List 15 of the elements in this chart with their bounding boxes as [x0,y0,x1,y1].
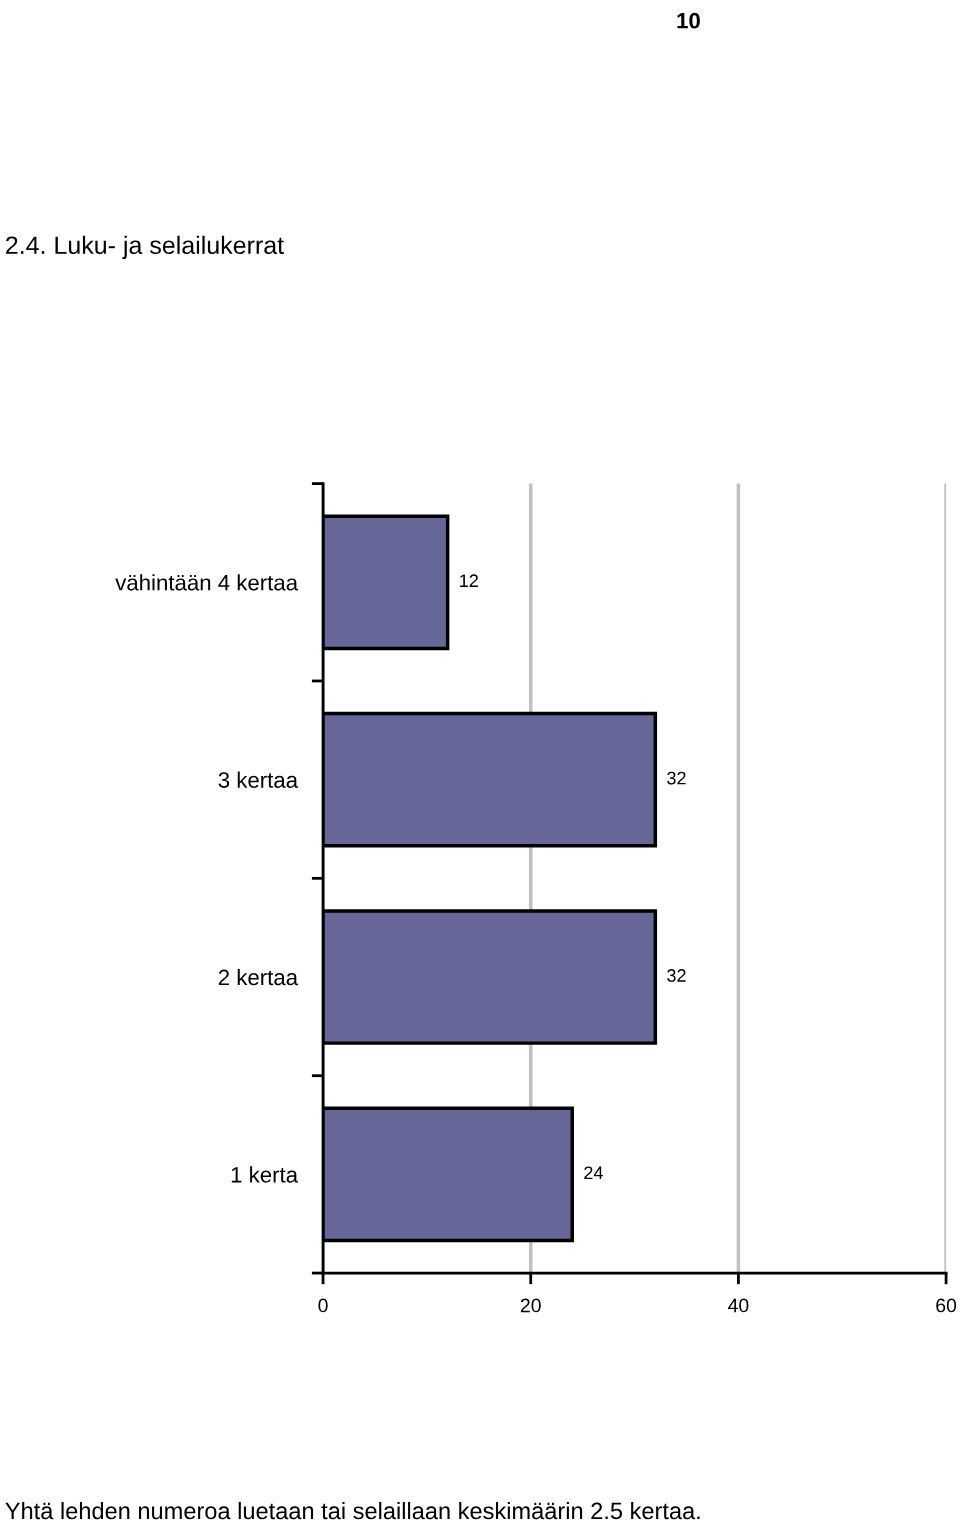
y-tick-label: 1 kerta [231,1166,299,1183]
data-label: 12 [460,574,478,587]
data-label: 32 [667,969,686,982]
x-tick-label: 20 [520,1298,541,1313]
text: 10 [677,12,700,29]
data-label: 32 [667,771,686,785]
y-tick-label: 3 kertaa [218,771,299,788]
chart-title: 2.4. Luku- ja selailukerrat [6,235,284,260]
x-tick-label: 0 [318,1298,328,1313]
data-label: 24 [584,1166,603,1180]
x-tick-label: 40 [728,1298,749,1313]
y-tick-label: vähintään 4 kertaa [115,574,299,591]
x-tick-label: 60 [936,1298,957,1313]
text: Yhtä lehden numeroa luetaan tai selaillaan keskimäärin 2.5 kertaa. [5,1501,700,1520]
y-tick-label: 2 kertaa [218,968,299,986]
